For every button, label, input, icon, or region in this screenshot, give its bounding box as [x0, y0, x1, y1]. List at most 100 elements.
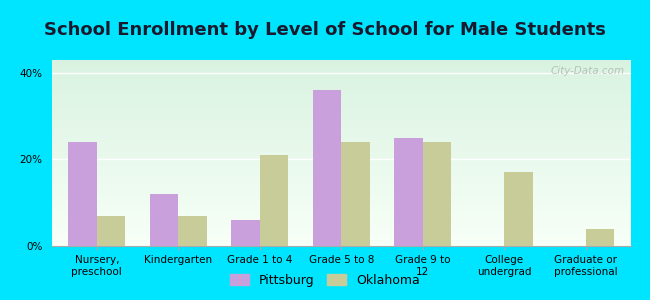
Bar: [52, 119, 630, 122]
Bar: [52, 64, 630, 66]
Bar: [52, 114, 630, 116]
Bar: [52, 214, 630, 216]
Bar: [52, 90, 630, 92]
Bar: [313, 90, 341, 246]
Bar: [52, 151, 630, 153]
Bar: [52, 122, 630, 123]
Bar: [52, 198, 630, 200]
Bar: [52, 160, 630, 162]
Bar: [178, 216, 207, 246]
Bar: [52, 108, 630, 110]
Bar: [52, 123, 630, 125]
Bar: [586, 229, 614, 246]
Bar: [52, 73, 630, 75]
Bar: [52, 177, 630, 179]
Bar: [52, 144, 630, 146]
Bar: [52, 179, 630, 181]
Bar: [52, 224, 630, 226]
Bar: [52, 66, 630, 68]
Bar: [52, 231, 630, 233]
Bar: [52, 159, 630, 161]
Bar: [52, 136, 630, 138]
Text: School Enrollment by Level of School for Male Students: School Enrollment by Level of School for…: [44, 21, 606, 39]
Bar: [422, 142, 451, 246]
Bar: [52, 60, 630, 62]
Bar: [52, 68, 630, 69]
Bar: [68, 142, 97, 246]
Bar: [52, 181, 630, 183]
Bar: [52, 92, 630, 94]
Bar: [504, 172, 533, 246]
Bar: [52, 222, 630, 224]
Bar: [52, 201, 630, 203]
Bar: [52, 203, 630, 205]
Bar: [52, 164, 630, 166]
Bar: [52, 168, 630, 170]
Bar: [394, 138, 422, 246]
Bar: [52, 82, 630, 84]
Bar: [52, 129, 630, 131]
Bar: [52, 149, 630, 151]
Bar: [52, 216, 630, 218]
Bar: [52, 131, 630, 133]
Bar: [52, 71, 630, 73]
Bar: [52, 86, 630, 88]
Bar: [52, 240, 630, 242]
Bar: [52, 75, 630, 77]
Bar: [260, 155, 289, 246]
Bar: [52, 211, 630, 212]
Bar: [52, 88, 630, 90]
Bar: [52, 218, 630, 220]
Bar: [52, 212, 630, 214]
Bar: [52, 184, 630, 187]
Bar: [52, 134, 630, 136]
Bar: [97, 216, 125, 246]
Bar: [52, 172, 630, 173]
Bar: [52, 227, 630, 229]
Bar: [52, 84, 630, 86]
Bar: [52, 235, 630, 237]
Bar: [52, 173, 630, 175]
Bar: [52, 95, 630, 97]
Bar: [52, 138, 630, 140]
Bar: [150, 194, 178, 246]
Bar: [52, 99, 630, 101]
Bar: [52, 226, 630, 227]
Bar: [52, 94, 630, 95]
Bar: [52, 125, 630, 127]
Bar: [52, 116, 630, 118]
Bar: [52, 97, 630, 99]
Bar: [52, 127, 630, 129]
Bar: [52, 175, 630, 177]
Bar: [52, 170, 630, 172]
Bar: [52, 118, 630, 119]
Bar: [52, 196, 630, 198]
Bar: [52, 166, 630, 168]
Text: City-Data.com: City-Data.com: [551, 66, 625, 76]
Bar: [52, 244, 630, 246]
Bar: [52, 79, 630, 80]
Bar: [52, 146, 630, 147]
Bar: [52, 220, 630, 222]
Bar: [52, 105, 630, 106]
Legend: Pittsburg, Oklahoma: Pittsburg, Oklahoma: [227, 270, 423, 291]
Bar: [52, 205, 630, 207]
Bar: [231, 220, 260, 246]
Bar: [52, 106, 630, 108]
Bar: [52, 110, 630, 112]
Bar: [52, 147, 630, 149]
Bar: [52, 233, 630, 235]
Bar: [52, 77, 630, 79]
Bar: [52, 133, 630, 134]
Bar: [52, 101, 630, 103]
Bar: [52, 194, 630, 196]
Bar: [52, 155, 630, 157]
Bar: [52, 237, 630, 239]
Bar: [52, 153, 630, 155]
Bar: [52, 192, 630, 194]
Bar: [52, 62, 630, 64]
Bar: [52, 140, 630, 142]
Bar: [52, 190, 630, 192]
Bar: [52, 207, 630, 209]
Bar: [52, 103, 630, 105]
